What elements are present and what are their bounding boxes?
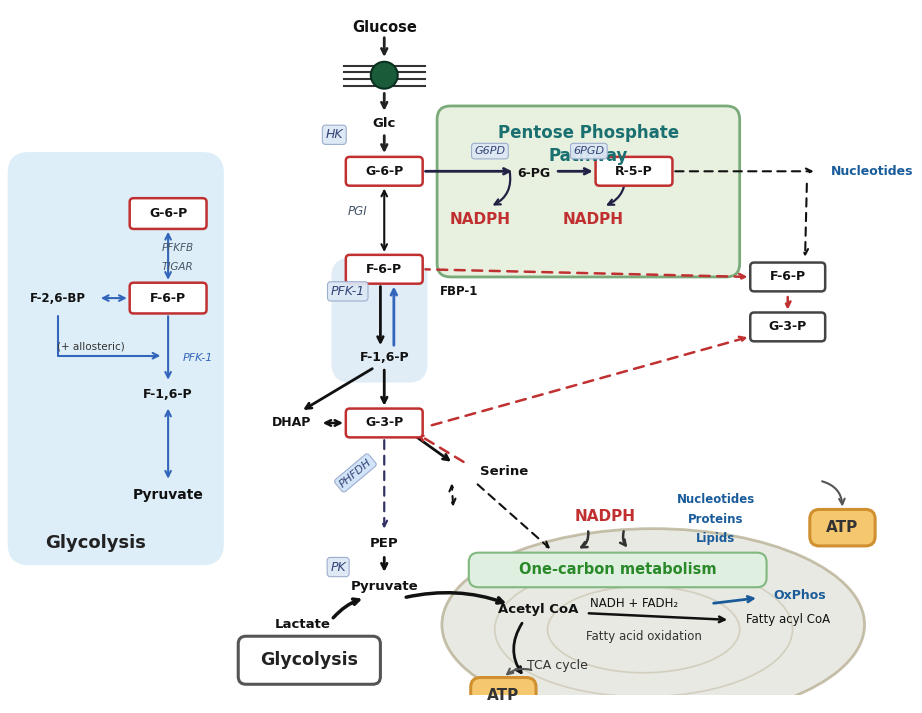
Ellipse shape [442,528,865,713]
Text: Lipids: Lipids [696,532,735,545]
Text: NADH + FADH₂: NADH + FADH₂ [590,597,678,610]
Text: Nucleotides: Nucleotides [677,493,755,506]
FancyBboxPatch shape [7,152,224,565]
Text: 6-PG: 6-PG [517,167,550,180]
Text: Fatty acyl CoA: Fatty acyl CoA [746,613,830,627]
Text: G-3-P: G-3-P [769,320,807,334]
Text: G-6-P: G-6-P [365,165,403,178]
Text: (+ allosteric): (+ allosteric) [57,341,125,351]
Text: TCA cycle: TCA cycle [526,659,587,672]
FancyBboxPatch shape [238,636,381,684]
Text: F-6-P: F-6-P [770,270,806,284]
Text: Glycolysis: Glycolysis [45,534,147,552]
Text: PK: PK [330,560,346,573]
FancyBboxPatch shape [130,198,207,229]
Text: ATP: ATP [487,688,519,703]
Text: NADPH: NADPH [450,212,511,227]
FancyBboxPatch shape [346,157,422,185]
Text: PHFDH: PHFDH [337,457,373,489]
Text: F-6-P: F-6-P [150,292,186,304]
Text: OxPhos: OxPhos [774,590,826,602]
FancyBboxPatch shape [346,255,422,284]
Text: Pentose Phosphate
Pathway: Pentose Phosphate Pathway [498,123,679,165]
FancyBboxPatch shape [331,257,428,383]
Text: NADPH: NADPH [562,212,623,227]
FancyBboxPatch shape [130,283,207,314]
Text: PGI: PGI [348,205,367,218]
Text: G-6-P: G-6-P [149,207,187,220]
Text: ATP: ATP [826,520,858,535]
Text: Glucose: Glucose [352,20,417,35]
Text: R-5-P: R-5-P [615,165,653,178]
Text: One-carbon metabolism: One-carbon metabolism [519,563,716,578]
Text: PFK-1: PFK-1 [183,353,213,363]
FancyBboxPatch shape [751,312,825,342]
Text: HK: HK [325,128,343,141]
Text: Glycolysis: Glycolysis [260,651,359,670]
FancyBboxPatch shape [810,509,875,546]
FancyBboxPatch shape [346,409,422,437]
Text: Acetyl CoA: Acetyl CoA [498,602,578,616]
Text: Glc: Glc [372,117,396,130]
Text: DHAP: DHAP [271,416,311,429]
Text: TIGAR: TIGAR [162,262,194,272]
FancyBboxPatch shape [471,677,536,713]
Text: F-6-P: F-6-P [366,263,402,276]
Text: PFKFB: PFKFB [161,243,194,253]
Text: Serine: Serine [480,464,528,478]
Text: Pyruvate: Pyruvate [133,488,204,502]
Text: Lactate: Lactate [275,618,330,631]
FancyBboxPatch shape [468,553,766,588]
Text: PFK-1: PFK-1 [331,285,365,298]
Text: G6PD: G6PD [474,146,505,156]
Text: G-3-P: G-3-P [365,416,403,429]
Text: 6PGD: 6PGD [573,146,605,156]
Text: Fatty acid oxidation: Fatty acid oxidation [585,630,702,642]
FancyBboxPatch shape [751,262,825,292]
Text: NADPH: NADPH [574,508,635,523]
Text: FBP-1: FBP-1 [440,285,479,298]
FancyBboxPatch shape [596,157,672,185]
Text: Nucleotides: Nucleotides [831,165,914,178]
Text: F-2,6-BP: F-2,6-BP [30,292,86,304]
Text: Pyruvate: Pyruvate [350,580,418,593]
Text: F-1,6-P: F-1,6-P [360,351,409,364]
FancyBboxPatch shape [437,106,739,277]
Text: Proteins: Proteins [688,513,743,525]
Text: F-1,6-P: F-1,6-P [143,388,193,401]
Text: PEP: PEP [370,537,398,550]
Ellipse shape [371,62,397,88]
